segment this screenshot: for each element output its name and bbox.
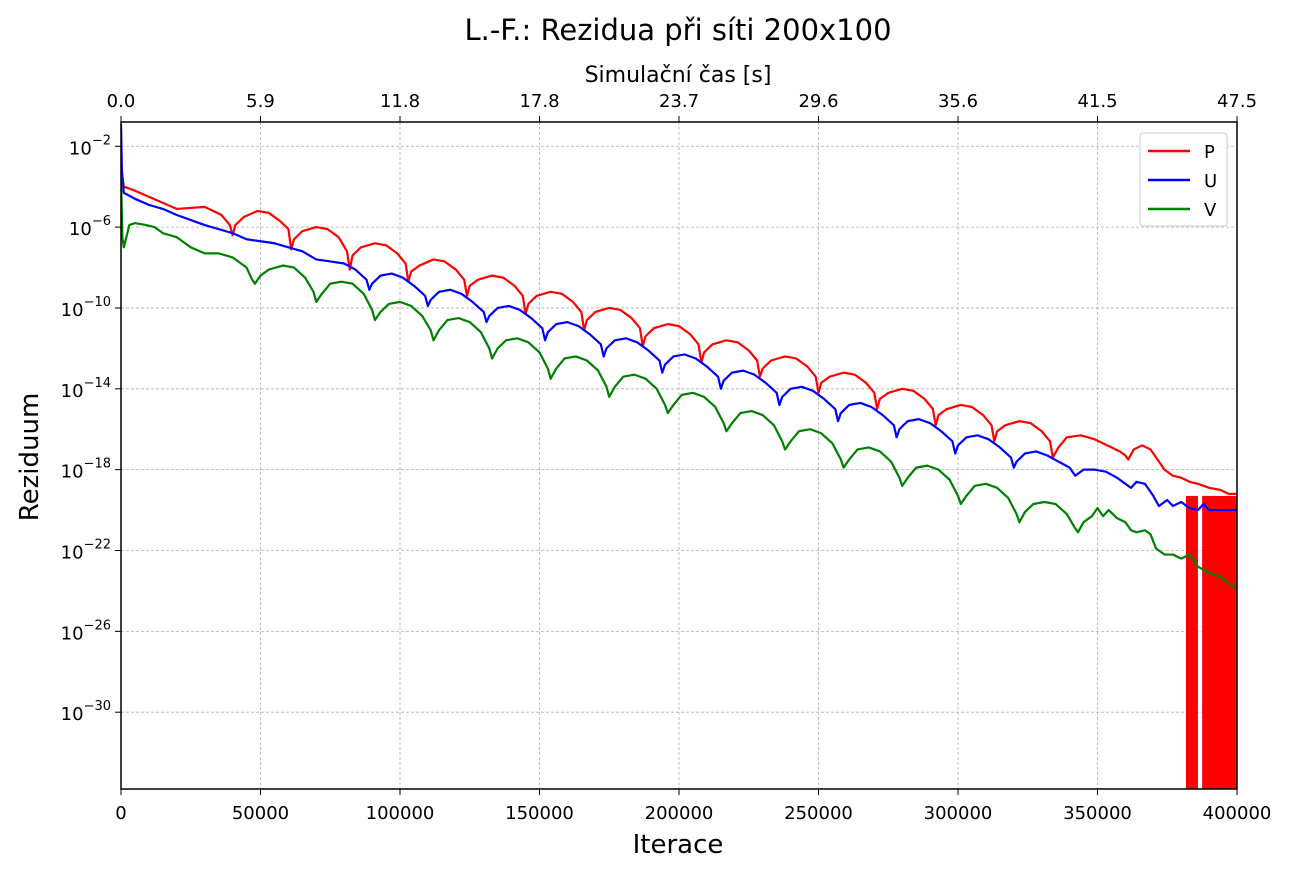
y-tick-label: 10−10 xyxy=(61,295,111,321)
p-noise-fill xyxy=(1185,495,1198,789)
x-tick-label: 350000 xyxy=(1063,803,1132,824)
x-tick-label: 200000 xyxy=(645,803,714,824)
plot-data xyxy=(121,124,1237,789)
y-axis-label: Reziduum xyxy=(15,393,45,522)
chart-title: L.-F.: Rezidua při síti 200x100 xyxy=(464,13,891,47)
x2-tick-label: 11.8 xyxy=(380,91,420,112)
y-tick-label: 10−30 xyxy=(61,699,111,725)
x2-tick-label: 17.8 xyxy=(519,91,559,112)
y-tick-label: 10−14 xyxy=(61,376,111,402)
legend: PUV xyxy=(1139,132,1228,227)
x-tick-label: 400000 xyxy=(1203,803,1272,824)
x2-tick-label: 23.7 xyxy=(659,91,699,112)
x2-tick-label: 35.6 xyxy=(938,91,978,112)
x-tick-label: 150000 xyxy=(505,803,574,824)
series-line-p xyxy=(121,130,1237,495)
x-tick-label: 50000 xyxy=(232,803,289,824)
grid xyxy=(120,122,1238,789)
x-tick-label: 100000 xyxy=(366,803,435,824)
x-tick-label: 300000 xyxy=(924,803,993,824)
legend-label: U xyxy=(1204,171,1217,192)
series-line-v xyxy=(121,176,1237,590)
x2-tick-label: 47.5 xyxy=(1217,91,1257,112)
x-axis-label: Iterace xyxy=(633,830,724,860)
x2-tick-label: 0.0 xyxy=(107,91,136,112)
x2-tick-label: 41.5 xyxy=(1077,91,1117,112)
legend-label: P xyxy=(1204,142,1215,163)
legend-label: V xyxy=(1204,200,1217,221)
x-tick-label: 0 xyxy=(115,803,126,824)
y-tick-label: 10−2 xyxy=(69,133,111,159)
y-tick-label: 10−22 xyxy=(61,537,111,563)
x2-tick-label: 5.9 xyxy=(246,91,275,112)
y-tick-label: 10−18 xyxy=(61,457,111,483)
x2-tick-label: 29.6 xyxy=(798,91,838,112)
x-tick-label: 250000 xyxy=(784,803,853,824)
series-line-u xyxy=(121,124,1237,512)
y-tick-label: 10−26 xyxy=(61,618,111,644)
axes: 0 50000 100000 150000 200000 250000 300000 3500… xyxy=(61,91,1272,824)
secondary-x-axis-label: Simulační čas [s] xyxy=(585,63,772,88)
y-tick-label: 10−6 xyxy=(69,214,111,240)
p-noise-fill xyxy=(1202,495,1237,789)
